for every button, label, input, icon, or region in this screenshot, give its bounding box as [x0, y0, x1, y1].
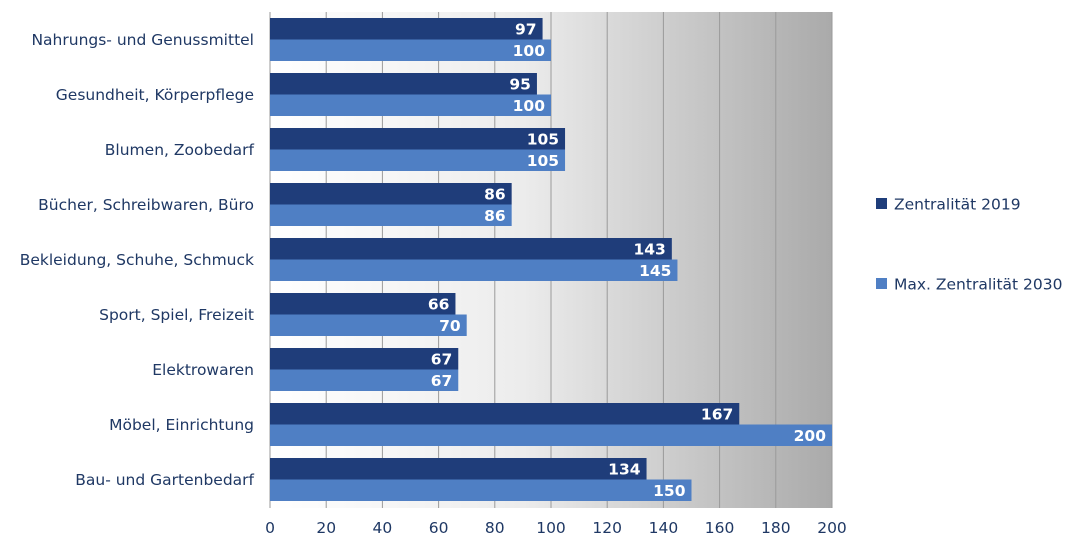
- bar: [270, 94, 551, 116]
- x-tick-label: 160: [705, 519, 735, 537]
- legend-swatch: [876, 198, 887, 209]
- category-label: Elektrowaren: [152, 361, 254, 379]
- bar: [270, 314, 467, 336]
- category-labels: Nahrungs- und Genussmittel Gesundheit, Kö…: [20, 31, 255, 489]
- bar: [270, 424, 832, 446]
- x-tick-label: 100: [536, 519, 566, 537]
- category-label: Möbel, Einrichtung: [109, 416, 254, 434]
- bar: [270, 204, 512, 226]
- bar: [270, 18, 543, 40]
- x-axis-tick-labels: 0 20 40 60 80 100 120 140 160 180 200: [265, 519, 847, 537]
- x-tick-label: 120: [592, 519, 622, 537]
- legend-label: Max. Zentralität 2030: [894, 276, 1062, 294]
- legend: Zentralität 2019 Max. Zentralität 2030: [876, 196, 1062, 294]
- bar-value-label: 200: [794, 427, 827, 445]
- bar-labels: 97 100 95 100 105 105 86 86 143 145 66 70 67 67 167 200…: [428, 20, 826, 500]
- bar-value-label: 67: [431, 350, 453, 368]
- bar-value-label: 105: [527, 130, 559, 148]
- x-tick-label: 20: [316, 519, 336, 537]
- bar-value-label: 86: [484, 185, 506, 203]
- category-label: Blumen, Zoobedarf: [105, 141, 255, 159]
- bar: [270, 183, 512, 205]
- legend-swatch: [876, 278, 887, 289]
- bar: [270, 458, 647, 480]
- bar-value-label: 97: [515, 20, 537, 38]
- bar: [270, 369, 459, 391]
- x-tick-label: 200: [817, 519, 847, 537]
- bar: [270, 348, 459, 370]
- bar-value-label: 105: [527, 152, 559, 170]
- bar: [270, 259, 678, 281]
- category-label: Gesundheit, Körperpflege: [56, 86, 254, 104]
- category-label: Bücher, Schreibwaren, Büro: [38, 196, 254, 214]
- bar-value-label: 134: [608, 460, 641, 478]
- x-tick-label: 80: [485, 519, 505, 537]
- bar-value-label: 67: [431, 372, 453, 390]
- bar-value-label: 143: [633, 240, 665, 258]
- bar-value-label: 100: [513, 42, 546, 60]
- bar-value-label: 66: [428, 295, 450, 313]
- x-tick-label: 60: [429, 519, 449, 537]
- bar: [270, 149, 566, 171]
- bar: [270, 403, 740, 425]
- category-label: Sport, Spiel, Freizeit: [99, 306, 254, 324]
- category-label: Bekleidung, Schuhe, Schmuck: [20, 251, 254, 269]
- x-tick-label: 180: [761, 519, 791, 537]
- x-tick-label: 0: [265, 519, 275, 537]
- bar: [270, 293, 456, 315]
- bar-value-label: 86: [484, 207, 506, 225]
- bar: [270, 39, 551, 61]
- bar-value-label: 95: [509, 75, 531, 93]
- bar: [270, 128, 566, 150]
- bar-value-label: 100: [513, 97, 546, 115]
- bar-value-label: 145: [639, 262, 671, 280]
- bar: [270, 73, 537, 95]
- bar: [270, 238, 672, 260]
- category-label: Bau- und Gartenbedarf: [75, 471, 254, 489]
- bar-value-label: 70: [439, 317, 461, 335]
- bars: [270, 18, 832, 501]
- x-tick-label: 140: [649, 519, 679, 537]
- x-tick-label: 40: [373, 519, 393, 537]
- bar: [270, 479, 692, 501]
- bar-value-label: 167: [701, 405, 733, 423]
- legend-label: Zentralität 2019: [894, 196, 1021, 214]
- bar-value-label: 150: [653, 482, 686, 500]
- category-label: Nahrungs- und Genussmittel: [31, 31, 254, 49]
